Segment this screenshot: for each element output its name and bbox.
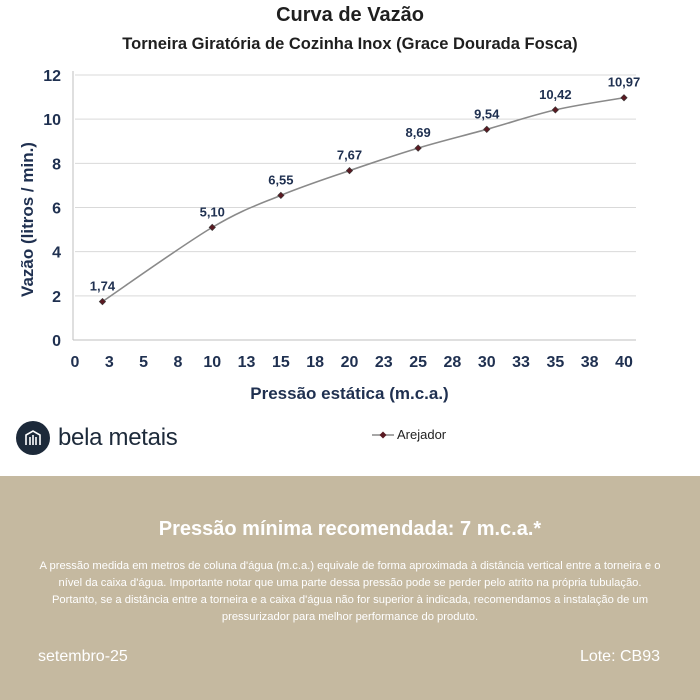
brand-mark-icon xyxy=(16,421,50,455)
data-point xyxy=(208,223,216,231)
y-tick-label: 6 xyxy=(52,201,61,218)
data-point xyxy=(620,94,628,102)
y-tick-label: 0 xyxy=(52,333,61,350)
data-label: 10,97 xyxy=(608,75,641,90)
x-tick-label: 20 xyxy=(341,354,359,371)
x-tick-label: 15 xyxy=(272,354,290,371)
data-point xyxy=(277,191,285,199)
x-tick-label: 10 xyxy=(203,354,221,371)
data-label: 9,54 xyxy=(474,106,500,121)
legend-label: Arejador xyxy=(397,427,447,442)
data-point xyxy=(551,106,559,114)
info-panel: Pressão mínima recomendada: 7 m.c.a.* A … xyxy=(0,476,700,700)
chart-subtitle: Torneira Giratória de Cozinha Inox (Grac… xyxy=(122,35,578,53)
data-label: 10,42 xyxy=(539,87,572,102)
x-tick-label: 13 xyxy=(238,354,256,371)
x-tick-label: 18 xyxy=(306,354,324,371)
x-tick-label: 33 xyxy=(512,354,530,371)
x-tick-label: 40 xyxy=(615,354,633,371)
y-tick-label: 4 xyxy=(52,245,61,262)
pressure-note: A pressão medida em metros de coluna d'á… xyxy=(39,560,661,623)
chart-title: Curva de Vazão xyxy=(276,4,424,26)
x-tick-label: 35 xyxy=(546,354,564,371)
x-tick-label: 3 xyxy=(105,354,114,371)
data-label: 5,10 xyxy=(200,204,225,219)
chart-area: 0 2 4 6 8 10 12 0 3 5 8 10 13 15 18 20 23 25 28 30 33 35 38 40 P… xyxy=(16,4,641,456)
data-point xyxy=(483,125,491,133)
y-tick-label: 12 xyxy=(43,68,61,85)
y-tick-label: 10 xyxy=(43,112,61,129)
x-tick-label: 30 xyxy=(478,354,496,371)
x-tick-label: 38 xyxy=(581,354,599,371)
chart-legend: Arejador xyxy=(372,427,446,442)
date-label: setembro-25 xyxy=(38,648,128,665)
lote-label: Lote: CB93 xyxy=(579,648,660,665)
x-tick-label: 25 xyxy=(409,354,427,371)
data-point xyxy=(414,144,422,152)
x-tick-label: 5 xyxy=(139,354,148,371)
data-point xyxy=(98,297,107,306)
x-axis-title: Pressão estática (m.c.a.) xyxy=(250,384,448,403)
x-tick-label: 0 xyxy=(71,354,80,371)
x-tick-label: 23 xyxy=(375,354,393,371)
y-axis-title: Vazão (litros / min.) xyxy=(18,142,37,297)
series-line xyxy=(102,96,625,303)
data-label: 6,55 xyxy=(268,172,293,187)
minimum-pressure-headline: Pressão mínima recomendada: 7 m.c.a.* xyxy=(158,518,542,540)
y-tick-label: 8 xyxy=(52,156,61,173)
x-tick-label: 8 xyxy=(173,354,182,371)
brand-logo: bela metais xyxy=(16,420,178,456)
data-label: 7,67 xyxy=(337,148,362,163)
data-label: 1,74 xyxy=(90,279,116,294)
legend-line-marker-icon xyxy=(372,431,394,438)
y-tick-label: 2 xyxy=(52,289,61,306)
data-label: 8,69 xyxy=(405,125,430,140)
brand-name: bela metais xyxy=(58,424,178,451)
x-tick-label: 28 xyxy=(444,354,462,371)
data-point xyxy=(345,166,354,175)
